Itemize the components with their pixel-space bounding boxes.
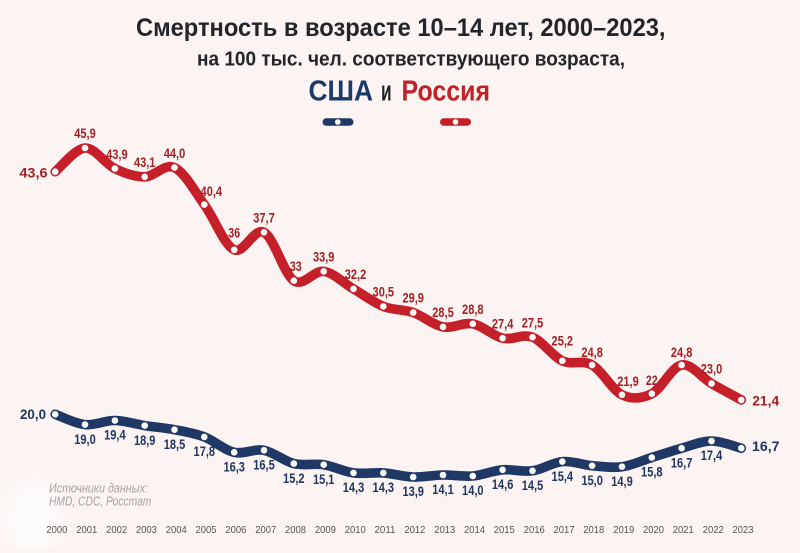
svg-text:2009: 2009 (315, 524, 336, 536)
svg-text:2013: 2013 (434, 524, 455, 536)
svg-text:36: 36 (228, 225, 240, 240)
svg-text:32,2: 32,2 (345, 267, 367, 282)
svg-text:2019: 2019 (613, 524, 634, 536)
svg-text:2016: 2016 (524, 524, 545, 536)
svg-text:15,1: 15,1 (313, 472, 335, 487)
svg-text:14,5: 14,5 (522, 478, 544, 493)
svg-text:16,7: 16,7 (752, 438, 780, 454)
svg-text:2012: 2012 (404, 524, 425, 536)
svg-text:27,5: 27,5 (522, 315, 544, 330)
svg-text:2021: 2021 (673, 524, 694, 536)
svg-text:2017: 2017 (554, 524, 575, 536)
svg-text:14,3: 14,3 (373, 480, 395, 495)
svg-text:24,8: 24,8 (581, 345, 603, 360)
svg-text:30,5: 30,5 (373, 285, 395, 300)
svg-text:18,5: 18,5 (164, 437, 186, 452)
svg-text:Источники данных:: Источники данных: (49, 481, 148, 496)
svg-text:22: 22 (646, 373, 658, 388)
svg-text:28,8: 28,8 (462, 302, 484, 317)
svg-text:14,9: 14,9 (611, 474, 633, 489)
svg-text:2004: 2004 (166, 524, 187, 536)
svg-text:44,0: 44,0 (164, 146, 186, 161)
svg-text:14,6: 14,6 (492, 477, 514, 492)
svg-text:2010: 2010 (345, 524, 366, 536)
svg-text:Смертность в возрасте 10–14 ле: Смертность в возрасте 10–14 лет, 2000–20… (136, 14, 666, 42)
svg-text:45,9: 45,9 (74, 126, 96, 141)
svg-text:2006: 2006 (225, 524, 246, 536)
svg-text:2015: 2015 (494, 524, 515, 536)
svg-text:HMD, CDC, Росстат: HMD, CDC, Росстат (49, 494, 151, 509)
svg-text:2023: 2023 (733, 524, 754, 536)
svg-text:на 100 тыс. чел. соответствующ: на 100 тыс. чел. соответствующего возрас… (197, 48, 625, 71)
svg-text:15,2: 15,2 (283, 471, 305, 486)
svg-text:2011: 2011 (375, 524, 396, 536)
svg-text:28,5: 28,5 (432, 305, 454, 320)
svg-text:15,8: 15,8 (641, 465, 663, 480)
svg-text:15,4: 15,4 (552, 469, 574, 484)
svg-text:2001: 2001 (76, 524, 97, 536)
svg-text:2007: 2007 (255, 524, 276, 536)
svg-text:21,9: 21,9 (617, 374, 639, 389)
svg-text:24,8: 24,8 (671, 345, 693, 360)
svg-text:27,4: 27,4 (492, 316, 514, 331)
svg-text:2008: 2008 (285, 524, 306, 536)
svg-text:15,0: 15,0 (581, 473, 603, 488)
svg-text:2000: 2000 (46, 524, 67, 536)
svg-text:29,9: 29,9 (402, 291, 424, 306)
svg-text:13,9: 13,9 (402, 484, 424, 499)
svg-text:16,5: 16,5 (253, 458, 275, 473)
svg-text:37,7: 37,7 (253, 211, 275, 226)
svg-text:21,4: 21,4 (752, 393, 779, 409)
svg-text:16,7: 16,7 (671, 455, 693, 470)
svg-text:2005: 2005 (196, 524, 217, 536)
svg-text:и: и (381, 76, 392, 108)
svg-text:2022: 2022 (703, 524, 724, 536)
svg-text:19,0: 19,0 (74, 432, 96, 447)
svg-text:20,0: 20,0 (20, 406, 46, 422)
svg-text:14,1: 14,1 (432, 482, 454, 497)
svg-text:43,9: 43,9 (106, 147, 128, 162)
svg-text:США: США (309, 76, 374, 108)
svg-text:14,0: 14,0 (462, 483, 484, 498)
svg-text:2002: 2002 (106, 524, 127, 536)
svg-text:43,6: 43,6 (19, 164, 47, 180)
svg-text:2014: 2014 (464, 524, 485, 536)
svg-text:2003: 2003 (136, 524, 157, 536)
svg-text:25,2: 25,2 (552, 334, 574, 349)
svg-text:2018: 2018 (583, 524, 604, 536)
svg-text:17,8: 17,8 (194, 444, 216, 459)
svg-text:40,4: 40,4 (201, 184, 223, 199)
svg-text:33: 33 (290, 259, 302, 274)
svg-text:16,3: 16,3 (223, 460, 245, 475)
svg-text:33,9: 33,9 (313, 250, 335, 265)
svg-text:14,3: 14,3 (343, 480, 365, 495)
svg-text:23,0: 23,0 (701, 362, 723, 377)
svg-text:Россия: Россия (402, 76, 491, 108)
svg-text:2020: 2020 (643, 524, 664, 536)
svg-text:19,4: 19,4 (104, 428, 126, 443)
svg-text:17,4: 17,4 (701, 448, 723, 463)
svg-text:43,1: 43,1 (134, 155, 156, 170)
svg-text:18,9: 18,9 (134, 433, 156, 448)
